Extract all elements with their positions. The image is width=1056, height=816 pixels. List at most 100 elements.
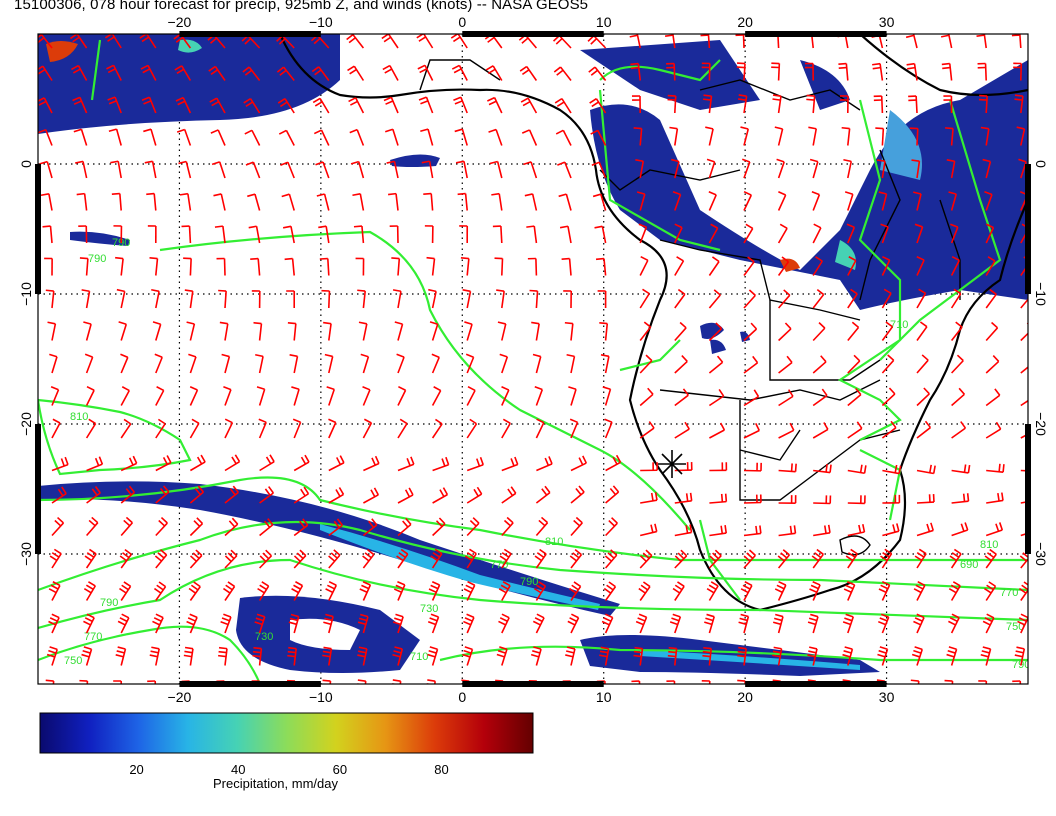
lon-tick-label-bottom: 30 — [879, 689, 895, 705]
wind-barb — [881, 387, 896, 407]
lat-tick-label-left: −20 — [18, 412, 34, 436]
wind-barb — [155, 418, 166, 439]
wind-barb — [259, 518, 274, 537]
wind-barb — [674, 549, 688, 569]
frame-bar-right — [1025, 164, 1031, 294]
wind-barb — [640, 523, 658, 537]
wind-barb — [466, 517, 480, 537]
wind-barb — [432, 487, 449, 504]
wind-barb — [599, 646, 610, 666]
wind-barb — [144, 160, 157, 179]
wind-barb — [951, 354, 964, 374]
wind-barb — [589, 98, 607, 114]
wind-barb — [743, 525, 762, 537]
wind-barb — [985, 223, 995, 244]
wind-barb — [420, 128, 434, 146]
wind-barb — [427, 613, 440, 634]
wind-barb — [357, 289, 366, 309]
contour-label: 810 — [70, 411, 88, 423]
wind-barb — [554, 97, 572, 114]
wind-barb — [209, 97, 226, 114]
wind-barb — [980, 126, 990, 146]
wind-barb — [520, 97, 538, 114]
wind-barb — [357, 646, 368, 666]
wind-barb — [532, 353, 542, 374]
colorbar-gradient — [39, 712, 534, 754]
wind-barb — [674, 256, 685, 276]
wind-barb — [485, 65, 503, 81]
wind-barb — [501, 385, 510, 406]
wind-barb — [313, 129, 330, 146]
wind-barb — [561, 257, 572, 276]
wind-barb — [397, 418, 408, 439]
wind-barb — [737, 94, 748, 114]
wind-barb — [348, 97, 365, 114]
wind-barb — [600, 353, 610, 374]
wind-barb — [569, 549, 583, 569]
wind-barb — [328, 418, 337, 439]
location-marker — [658, 450, 686, 478]
wind-barb — [244, 129, 261, 146]
lat-tick-label-left: 0 — [18, 160, 34, 168]
wind-barb — [46, 646, 58, 666]
wind-barb — [777, 289, 791, 309]
wind-barb — [777, 549, 791, 569]
contour-label: 770 — [1000, 587, 1018, 599]
wind-barb — [359, 580, 372, 601]
wind-barb — [563, 290, 573, 309]
wind-barb — [326, 386, 336, 406]
wind-barb — [743, 494, 762, 504]
wind-barb — [501, 516, 514, 537]
map-title: 15100306, 078 hour forecast for precip, … — [14, 0, 589, 13]
frame-tick-bars — [35, 31, 1031, 687]
wind-barb — [531, 321, 540, 341]
wind-barb — [523, 161, 538, 179]
wind-barb — [704, 613, 715, 634]
wind-barb — [466, 418, 478, 439]
wind-barb — [188, 581, 201, 601]
wind-barb — [708, 190, 717, 211]
wind-barb — [497, 321, 507, 341]
wind-barb — [881, 288, 892, 309]
wind-barb — [116, 288, 126, 309]
wind-barb — [466, 456, 484, 472]
wind-barb — [709, 493, 728, 504]
wind-barb — [737, 646, 748, 666]
wind-barb — [811, 191, 821, 211]
wind-barb — [950, 321, 963, 341]
wind-barb — [882, 494, 901, 504]
wind-barb — [189, 517, 204, 537]
wind-barb — [534, 548, 547, 569]
wind-barb — [882, 523, 900, 537]
wind-barb — [120, 353, 129, 374]
wind-barb — [839, 95, 849, 114]
wind-barb — [667, 646, 678, 666]
wind-barb — [772, 94, 782, 114]
wind-barb — [428, 580, 441, 601]
wind-barb — [51, 418, 61, 439]
contour-label: 770 — [490, 559, 508, 571]
wind-barb — [674, 421, 690, 439]
lat-tick-label-right: 0 — [1033, 160, 1049, 168]
wind-barb — [535, 418, 545, 439]
wind-barbs — [38, 34, 1028, 684]
wind-barb — [388, 192, 399, 211]
wind-barb — [951, 522, 969, 537]
wind-barb — [951, 464, 971, 474]
wind-barb — [353, 225, 365, 244]
wind-barb — [120, 485, 136, 504]
wind-barb — [152, 613, 164, 634]
wind-barb — [51, 456, 69, 472]
wind-barb — [81, 289, 91, 309]
wind-barb — [85, 516, 99, 537]
lat-tick-label-left: −30 — [18, 542, 34, 566]
wind-barb — [362, 549, 375, 569]
wind-barb — [950, 256, 960, 276]
wind-barb — [454, 128, 468, 146]
wind-barb — [259, 549, 273, 569]
wind-barb — [179, 192, 192, 211]
wind-barb — [772, 613, 784, 634]
wind-barb — [588, 66, 607, 81]
wind-barb — [282, 225, 295, 244]
